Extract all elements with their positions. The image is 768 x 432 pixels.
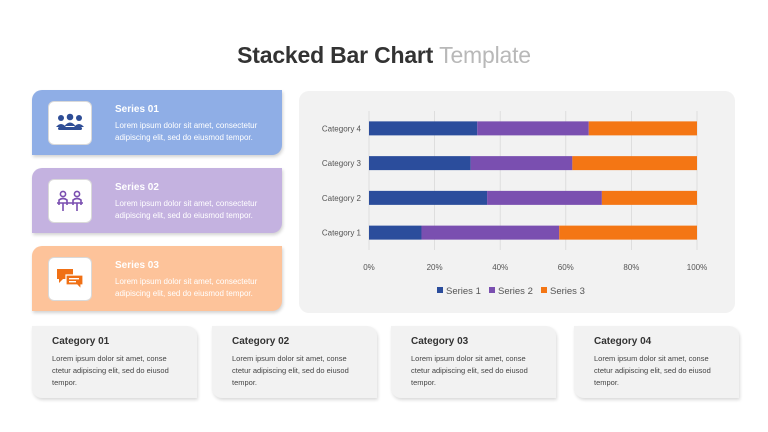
bar-segment xyxy=(588,121,697,136)
bar-segment xyxy=(601,190,697,205)
series-text-3: Lorem ipsum dolor sit amet, consectetur … xyxy=(115,277,258,298)
series-card-2: Series 02 Lorem ipsum dolor sit amet, co… xyxy=(32,168,282,233)
chart-panel: 0% 20% 40% 60% 80% 100% Category 1 Category 2 Ca… xyxy=(299,91,735,313)
legend-swatch xyxy=(541,287,547,293)
team-meeting-icon xyxy=(56,113,84,130)
category-card-text-1: Lorem ipsum dolor sit amet, conse ctetur… xyxy=(52,354,169,387)
x-tick-label: 100% xyxy=(687,263,707,272)
legend-label: Series 2 xyxy=(498,286,533,297)
bar-segment xyxy=(487,190,602,205)
series-icon-box-1 xyxy=(48,101,92,145)
bar-segment xyxy=(470,156,573,171)
stacked-bar-chart: 0% 20% 40% 60% 80% 100% Category 1 Category 2 Ca… xyxy=(322,111,707,297)
bar-segment xyxy=(572,156,697,171)
category-card-1: Category 01 Lorem ipsum dolor sit amet, … xyxy=(32,326,197,398)
category-card-4: Category 04 Lorem ipsum dolor sit amet, … xyxy=(574,326,739,398)
chat-bubbles-icon xyxy=(57,269,84,291)
series-card-1: Series 01 Lorem ipsum dolor sit amet, co… xyxy=(32,90,282,155)
bar-segment xyxy=(421,225,560,240)
category-label: Category 3 xyxy=(322,159,362,168)
bar-segment xyxy=(477,121,589,136)
people-at-desk-icon xyxy=(57,190,83,211)
category-label: Category 1 xyxy=(322,229,362,238)
x-tick-label: 20% xyxy=(427,263,443,272)
legend-label: Series 1 xyxy=(446,286,481,297)
series-icon-box-3 xyxy=(48,257,92,301)
series-text-2: Lorem ipsum dolor sit amet, consectetur … xyxy=(115,199,258,220)
series-title-1: Series 01 xyxy=(115,104,159,115)
slide-title: Stacked Bar Chart Template xyxy=(0,42,768,69)
bar-segment xyxy=(559,225,697,240)
title-light: Template xyxy=(439,42,531,68)
category-card-2: Category 02 Lorem ipsum dolor sit amet, … xyxy=(212,326,377,398)
bar-segment xyxy=(369,156,471,171)
category-card-text-4: Lorem ipsum dolor sit amet, conse ctetur… xyxy=(594,354,711,387)
series-title-3: Series 03 xyxy=(115,260,159,271)
legend-swatch xyxy=(437,287,443,293)
series-title-2: Series 02 xyxy=(115,182,159,193)
category-card-title-4: Category 04 xyxy=(594,336,652,347)
category-card-title-1: Category 01 xyxy=(52,336,110,347)
x-tick-label: 80% xyxy=(623,263,639,272)
category-label: Category 2 xyxy=(322,194,362,203)
category-card-title-2: Category 02 xyxy=(232,336,290,347)
x-tick-label: 60% xyxy=(558,263,574,272)
bar-segment xyxy=(369,121,478,136)
series-text-1: Lorem ipsum dolor sit amet, consectetur … xyxy=(115,121,258,142)
legend-swatch xyxy=(489,287,495,293)
legend-label: Series 3 xyxy=(550,286,585,297)
x-tick-label: 0% xyxy=(363,263,375,272)
title-bold: Stacked Bar Chart xyxy=(237,42,434,68)
bar-segment xyxy=(369,225,422,240)
category-label: Category 4 xyxy=(322,124,362,133)
category-card-text-2: Lorem ipsum dolor sit amet, conse ctetur… xyxy=(232,354,349,387)
series-icon-box-2 xyxy=(48,179,92,223)
category-card-title-3: Category 03 xyxy=(411,336,469,347)
bar-segment xyxy=(369,190,488,205)
category-card-text-3: Lorem ipsum dolor sit amet, conse ctetur… xyxy=(411,354,528,387)
series-card-3: Series 03 Lorem ipsum dolor sit amet, co… xyxy=(32,246,282,311)
category-card-3: Category 03 Lorem ipsum dolor sit amet, … xyxy=(391,326,556,398)
x-tick-label: 40% xyxy=(492,263,508,272)
